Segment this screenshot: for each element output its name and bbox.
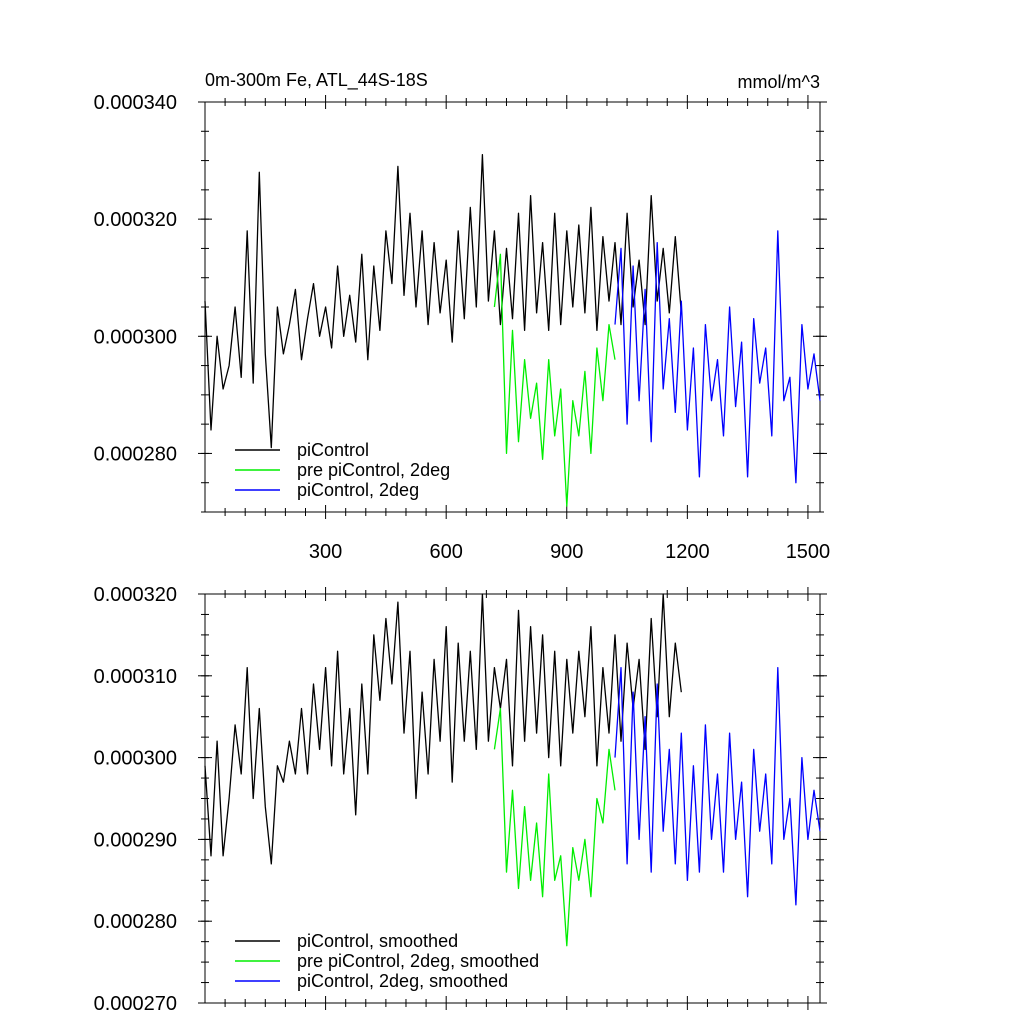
legend-label: pre piControl, 2deg — [297, 460, 450, 480]
y-tick-label: 0.000320 — [94, 584, 177, 606]
units-label: mmol/m^3 — [738, 72, 820, 92]
legend-label: piControl, 2deg, smoothed — [297, 971, 508, 991]
legend-label: piControl — [297, 440, 369, 460]
y-tick-label: 0.000320 — [94, 209, 177, 231]
x-tick-label: 1200 — [665, 541, 710, 563]
series-line-2 — [493, 707, 616, 947]
y-tick-label: 0.000340 — [94, 92, 177, 114]
legend-label: piControl, smoothed — [297, 931, 458, 951]
y-tick-label: 0.000310 — [94, 666, 177, 688]
y-tick-label: 0.000280 — [94, 443, 177, 465]
series-line-2 — [493, 253, 616, 507]
legend-label: pre piControl, 2deg, smoothed — [297, 951, 539, 971]
y-tick-label: 0.000290 — [94, 829, 177, 851]
legend-label: piControl, 2deg — [297, 480, 419, 500]
y-tick-label: 0.000270 — [94, 993, 177, 1015]
chart-panel-1: 0.000280 0.000300 0.000320 0.000340 300 600 90… — [94, 70, 831, 563]
x-tick-label: 300 — [309, 541, 342, 563]
series-line-1 — [204, 154, 682, 449]
y-tick-label: 0.000300 — [94, 326, 177, 348]
chart-panel-2: 0.000270 0.000280 0.000290 0.000300 0.000310… — [94, 584, 827, 1015]
x-tick-label: 1500 — [786, 541, 831, 563]
chart-title: 0m-300m Fe, ATL_44S-18S — [205, 70, 428, 91]
series-line-3 — [614, 230, 821, 484]
series-line-1 — [204, 593, 682, 865]
y-tick-label: 0.000280 — [94, 911, 177, 933]
x-tick-label: 600 — [429, 541, 462, 563]
series-line-3 — [614, 666, 821, 906]
y-tick-label: 0.000300 — [94, 748, 177, 770]
x-tick-label: 900 — [550, 541, 583, 563]
